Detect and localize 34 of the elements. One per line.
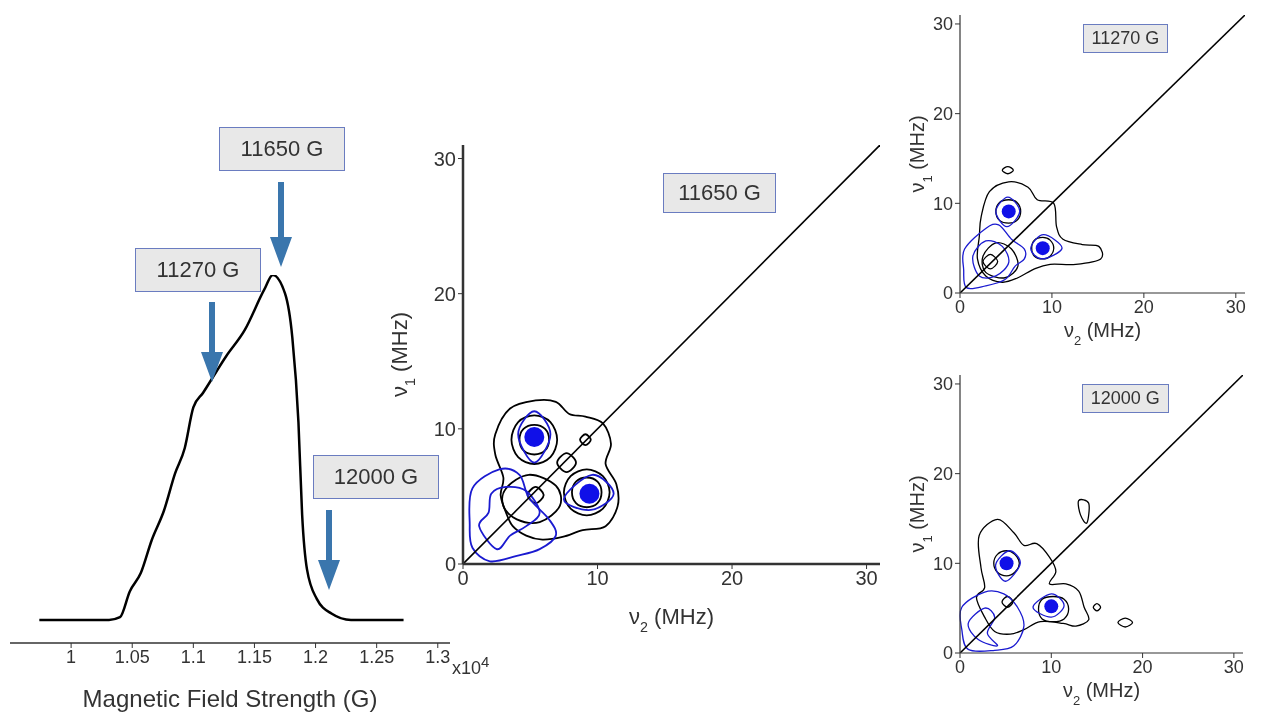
y-tick-label: 10	[433, 417, 456, 440]
x-tick-label: 30	[1223, 656, 1244, 677]
y-tick-label: 30	[932, 374, 953, 395]
x-tick-label: 20	[720, 567, 744, 590]
x-tick-label: 20	[1133, 296, 1154, 317]
y-tick-label: 10	[932, 193, 953, 214]
x-axis-title: ν$_{2}$ (MHz)	[1063, 319, 1142, 348]
y-tick-label: 30	[932, 14, 953, 35]
y-tick-label: 30	[433, 147, 456, 170]
x-tick-label: 30	[1225, 296, 1246, 317]
x-tick-label: 10	[1041, 656, 1062, 677]
x-tick-label: 1	[66, 646, 77, 667]
x-tick-label: 1.15	[236, 646, 272, 667]
x-axis-title: ν$_{2}$ (MHz)	[1062, 679, 1141, 708]
y-tick-label: 0	[942, 283, 953, 304]
text: x10$^{4}$	[452, 653, 490, 679]
x-axis-title: ν$_{2}$ (MHz)	[629, 604, 714, 635]
y-tick-label: 0	[444, 553, 456, 576]
x-tick-label: 30	[855, 567, 878, 590]
y-tick-label: 20	[932, 464, 953, 485]
x-tick-label: 1.2	[303, 646, 329, 667]
x-tick-label: 1.05	[114, 646, 150, 667]
x-axis-title: Magnetic Field Strength (G)	[82, 685, 378, 712]
x-tick-label: 1.25	[359, 646, 395, 667]
text: 11270 G	[1082, 24, 1169, 53]
x-tick-label: 20	[1132, 656, 1153, 677]
x-tick-label: 1.1	[180, 646, 206, 667]
x-tick-label: 10	[1041, 296, 1062, 317]
y-tick-label: 10	[932, 553, 953, 574]
x-tick-label: 10	[586, 567, 609, 590]
y-tick-label: 20	[932, 104, 953, 125]
text: 12000 G	[1081, 384, 1169, 413]
text: 11650 G	[663, 173, 776, 213]
x-tick-label: 1.3	[425, 646, 451, 667]
